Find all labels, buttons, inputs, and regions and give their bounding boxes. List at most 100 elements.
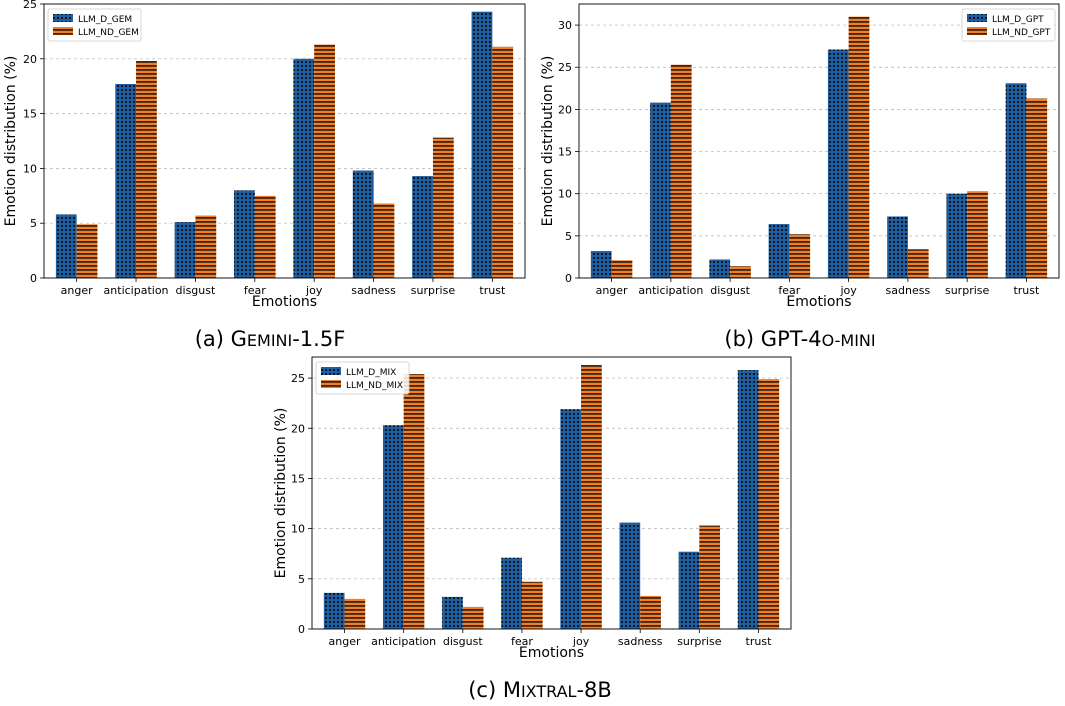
bar-anticipation-d xyxy=(115,84,137,279)
bar-surprise-nd xyxy=(967,191,988,278)
x-tick-label: fear xyxy=(778,284,800,297)
x-tick-label: joy xyxy=(572,635,590,648)
y-tick-label: 30 xyxy=(558,19,572,32)
legend: LLM_D_GPT LLM_ND_GPT xyxy=(961,8,1056,42)
y-tick-label: 0 xyxy=(565,272,572,285)
legend-entry: LLM_ND_MIX xyxy=(346,381,403,391)
x-tick-label: disgust xyxy=(443,635,483,648)
bar-fear-nd xyxy=(521,581,543,629)
legend-entry: LLM_D_GEM xyxy=(78,15,132,25)
bar-anger-d xyxy=(55,214,77,278)
x-tick-label: surprise xyxy=(411,284,456,297)
y-tick-label: 15 xyxy=(558,146,572,159)
bar-disgust-d xyxy=(709,259,731,278)
x-tick-label: fear xyxy=(511,635,533,648)
bar-joy-nd xyxy=(848,16,870,279)
bar-trust-d xyxy=(1005,83,1027,278)
bar-joy-d xyxy=(827,49,849,278)
bar-sadness-nd xyxy=(373,203,395,278)
plot-frame xyxy=(311,356,792,630)
x-tick-label: anticipation xyxy=(104,284,169,297)
panel-caption: (a) GEMINI-1.5F xyxy=(195,327,346,351)
y-tick-label: 10 xyxy=(291,523,305,536)
x-tick-label: sadness xyxy=(886,284,931,297)
bar-sadness-nd xyxy=(640,595,661,629)
y-tick-label: 20 xyxy=(23,53,37,66)
x-tick-label: fear xyxy=(244,284,266,297)
y-tick-label: 25 xyxy=(23,0,37,11)
bar-disgust-d xyxy=(174,222,196,278)
bar-anticipation-d xyxy=(382,425,404,629)
bar-anticipation-nd xyxy=(403,374,425,629)
legend-swatch xyxy=(967,14,987,22)
bar-surprise-d xyxy=(946,193,968,278)
x-tick-label: anger xyxy=(61,284,93,297)
y-tick-label: 0 xyxy=(298,623,305,636)
bar-trust-nd xyxy=(492,46,514,278)
y-tick-label: 15 xyxy=(23,108,37,121)
y-tick-label: 5 xyxy=(30,217,37,230)
x-axis-label: Emotions xyxy=(252,294,317,310)
x-tick-label: disgust xyxy=(710,284,750,297)
bar-fear-d xyxy=(501,557,522,629)
bar-fear-d xyxy=(768,224,790,278)
bar-anger-d xyxy=(323,592,345,629)
bar-anger-nd xyxy=(344,598,366,629)
y-axis-label: Emotion distribution (%) xyxy=(273,408,289,579)
y-tick-label: 20 xyxy=(291,422,305,435)
legend: LLM_D_MIX LLM_ND_MIX xyxy=(315,361,410,395)
bar-joy-nd xyxy=(581,365,602,629)
x-tick-label: sadness xyxy=(618,635,663,648)
x-tick-label: surprise xyxy=(677,635,722,648)
legend-entry: LLM_D_GPT xyxy=(992,15,1044,25)
x-axis-label: Emotions xyxy=(519,645,584,661)
bar-joy-d xyxy=(293,58,315,278)
bar-disgust-nd xyxy=(730,266,751,278)
y-tick-label: 10 xyxy=(23,162,37,175)
bar-fear-nd xyxy=(254,195,276,278)
chart-panel-2: 0 5 10 15 20 25 30 anger anticipation disgust fear… xyxy=(540,3,1060,351)
bar-sadness-nd xyxy=(907,249,929,278)
x-tick-label: trust xyxy=(1013,284,1040,297)
bar-anticipation-nd xyxy=(670,64,692,278)
bar-surprise-d xyxy=(412,176,433,278)
panel-caption: (b) GPT-4O-MINI xyxy=(724,327,875,351)
y-tick-label: 25 xyxy=(558,61,572,74)
chart-panel-3: 0 5 10 15 20 25 anger anticipation disgust fear jo… xyxy=(273,356,792,702)
bar-anger-nd xyxy=(611,260,633,278)
bar-trust-d xyxy=(737,370,759,629)
y-tick-label: 10 xyxy=(558,188,572,201)
bar-anger-nd xyxy=(76,224,98,278)
bar-disgust-d xyxy=(442,596,463,629)
x-tick-label: disgust xyxy=(176,284,216,297)
bar-anger-d xyxy=(590,251,612,278)
y-axis-label: Emotion distribution (%) xyxy=(3,56,19,227)
bar-trust-d xyxy=(471,11,493,279)
legend: LLM_D_GEM LLM_ND_GEM xyxy=(47,8,142,42)
legend-entry: LLM_ND_GPT xyxy=(992,28,1051,38)
x-tick-label: trust xyxy=(479,284,506,297)
legend-swatch xyxy=(967,27,987,35)
bar-fear-d xyxy=(234,190,255,278)
x-tick-label: anger xyxy=(596,284,628,297)
plot-frame xyxy=(43,3,526,279)
x-tick-label: anticipation xyxy=(638,284,703,297)
y-axis-label: Emotion distribution (%) xyxy=(540,56,556,227)
y-tick-label: 20 xyxy=(558,103,572,116)
y-tick-label: 5 xyxy=(298,573,305,586)
x-tick-label: trust xyxy=(746,635,773,648)
bar-sadness-d xyxy=(887,216,908,278)
chart-panel-1: 0 5 10 15 20 25 anger anticipation disgust fear jo… xyxy=(3,0,526,351)
plot-frame xyxy=(578,3,1060,279)
legend-swatch xyxy=(53,27,73,35)
bar-anticipation-nd xyxy=(136,60,157,278)
bar-surprise-nd xyxy=(432,137,454,278)
bar-surprise-nd xyxy=(699,525,721,629)
legend-swatch xyxy=(321,380,341,388)
x-tick-label: sadness xyxy=(351,284,396,297)
bar-sadness-d xyxy=(352,170,374,278)
bar-disgust-nd xyxy=(462,606,484,629)
bar-trust-nd xyxy=(1026,98,1048,278)
y-tick-label: 15 xyxy=(291,472,305,485)
bar-sadness-d xyxy=(619,522,641,629)
